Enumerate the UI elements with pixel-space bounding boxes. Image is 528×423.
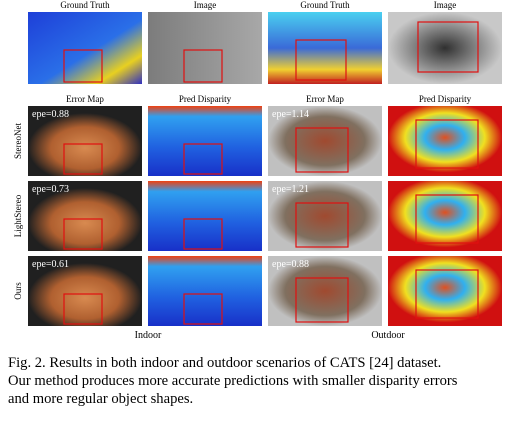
column-label: Ground Truth: [300, 0, 350, 10]
epe-label: epe=1.14: [272, 109, 309, 120]
epe-label: epe=1.21: [272, 184, 309, 195]
highlight-box: [63, 218, 103, 250]
image-panel: [388, 106, 502, 176]
highlight-box: [295, 202, 349, 248]
column-label: Pred Disparity: [419, 94, 472, 104]
image-panel: [28, 181, 142, 251]
highlight-box: [183, 143, 223, 175]
image-panel: [148, 106, 262, 176]
highlight-box: [295, 39, 347, 81]
highlight-box: [415, 119, 479, 169]
highlight-box: [417, 21, 479, 73]
row-label: Ours: [13, 282, 23, 300]
highlight-box: [415, 269, 479, 319]
image-panel: [268, 256, 382, 326]
highlight-box: [295, 277, 349, 323]
caption-line: and more regular object shapes.: [8, 391, 193, 407]
column-label: Ground Truth: [60, 0, 110, 10]
image-panel: [28, 106, 142, 176]
row-label: StereoNet: [13, 123, 23, 159]
image-panel: [148, 12, 262, 84]
caption-line: Fig. 2. Results in both indoor and outdo…: [8, 355, 441, 371]
image-panel: [388, 12, 502, 84]
image-panel: [28, 256, 142, 326]
highlight-box: [415, 194, 479, 244]
epe-label: epe=0.61: [32, 259, 69, 270]
image-panel: [268, 181, 382, 251]
caption-line: Our method produces more accurate predic…: [8, 373, 458, 389]
column-label: Pred Disparity: [179, 94, 232, 104]
highlight-box: [63, 49, 103, 83]
row-label: LightStereo: [13, 194, 23, 237]
highlight-box: [63, 143, 103, 175]
image-panel: [148, 181, 262, 251]
highlight-box: [183, 49, 223, 83]
column-label: Image: [194, 0, 217, 10]
column-label: Error Map: [66, 94, 104, 104]
column-label: Image: [434, 0, 457, 10]
epe-label: epe=0.88: [272, 259, 309, 270]
image-panel: [268, 106, 382, 176]
image-panel: [28, 12, 142, 84]
image-panel: [388, 256, 502, 326]
image-panel: [148, 256, 262, 326]
column-label: Error Map: [306, 94, 344, 104]
scene-label: Outdoor: [371, 330, 405, 341]
epe-label: epe=0.88: [32, 109, 69, 120]
highlight-box: [183, 218, 223, 250]
scene-label: Indoor: [135, 330, 162, 341]
epe-label: epe=0.73: [32, 184, 69, 195]
highlight-box: [183, 293, 223, 325]
highlight-box: [295, 127, 349, 173]
image-panel: [268, 12, 382, 84]
image-panel: [388, 181, 502, 251]
highlight-box: [63, 293, 103, 325]
